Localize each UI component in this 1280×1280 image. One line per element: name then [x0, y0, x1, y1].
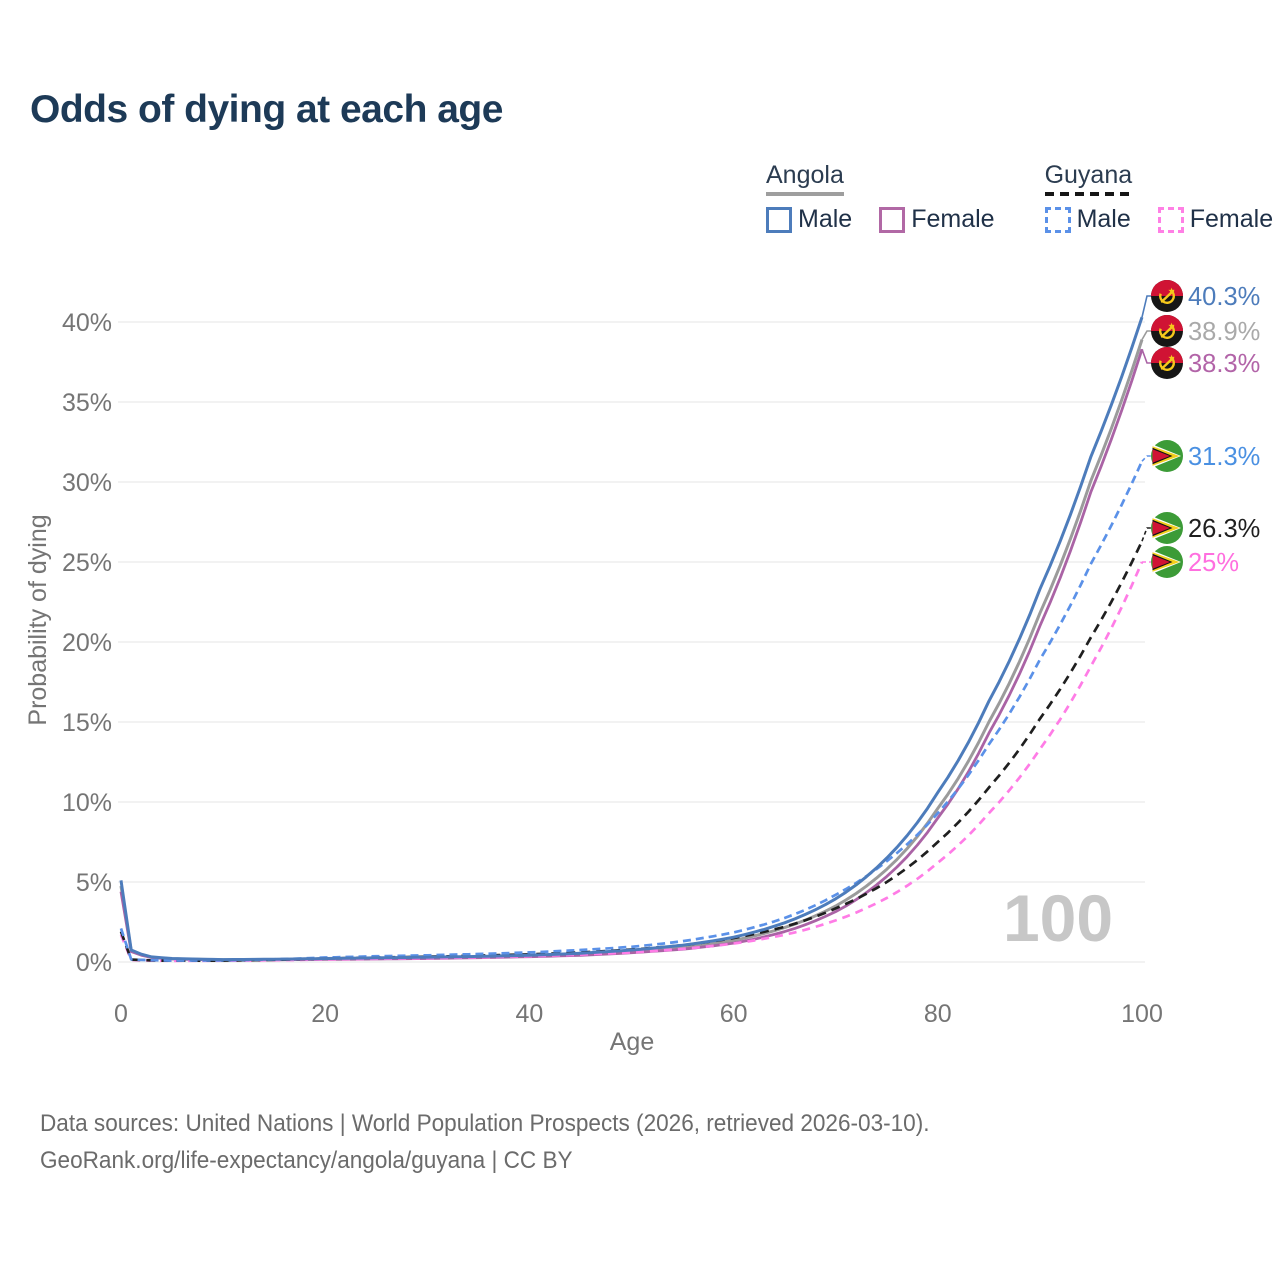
data-sources-line: Data sources: United Nations | World Pop…: [40, 1110, 930, 1137]
end-connector-angola-both: [1141, 330, 1151, 341]
end-connector-angola-female: [1141, 348, 1151, 364]
x-tick-40: 40: [515, 1000, 543, 1028]
legend-item-label: Female: [911, 205, 995, 233]
guyana-flag-icon: [1151, 512, 1183, 544]
legend-toggle-angola[interactable]: Angola: [766, 161, 844, 196]
end-connector-guyana-both: [1141, 527, 1151, 542]
legend-items-guyana: Male Female: [1044, 205, 1274, 234]
legend-item-angola-female[interactable]: Female: [879, 205, 995, 234]
series-line-angola-male: [119, 316, 1144, 962]
end-label-angola-female: 38.3%: [1188, 350, 1260, 378]
series-line-guyana-female: [119, 561, 1144, 963]
legend-group-guyana: Guyana Male Female: [1044, 161, 1274, 234]
angola-flag-icon: [1151, 315, 1183, 347]
legend-item-guyana-female[interactable]: Female: [1157, 205, 1274, 234]
end-label-guyana-both: 26.3%: [1188, 515, 1260, 543]
legend-country-label: Angola: [766, 161, 844, 189]
age-watermark: 100: [1003, 881, 1113, 955]
series-line-guyana-both: [119, 540, 1144, 963]
page-title: Odds of dying at each age: [30, 88, 503, 131]
angola-flag-icon: [1151, 280, 1183, 312]
end-connector-guyana-male: [1141, 455, 1151, 462]
legend: Angola Male Female Guyana Male: [766, 161, 1273, 234]
x-tick-80: 80: [924, 1000, 952, 1028]
y-tick-40: 40%: [62, 309, 112, 337]
angola-flag-icon: [1151, 347, 1183, 379]
end-label-angola-male: 40.3%: [1188, 283, 1260, 311]
x-tick-100: 100: [1121, 1000, 1163, 1028]
legend-toggle-guyana[interactable]: Guyana: [1044, 161, 1133, 196]
y-tick-20: 20%: [62, 629, 112, 657]
series-line-guyana-male: [119, 460, 1144, 962]
legend-item-angola-male[interactable]: Male: [766, 205, 852, 234]
legend-item-label: Male: [1076, 205, 1131, 233]
angola-male-swatch: [766, 206, 792, 233]
angola-female-swatch: [879, 206, 906, 233]
y-tick-25: 25%: [62, 549, 112, 577]
guyana-line-style-swatch: [1044, 192, 1133, 196]
y-tick-5: 5%: [76, 869, 112, 897]
end-label-guyana-female: 25%: [1188, 549, 1239, 577]
series-line-angola-both: [119, 339, 1144, 962]
y-tick-10: 10%: [62, 789, 112, 817]
legend-item-label: Male: [798, 205, 853, 233]
guyana-male-swatch: [1044, 206, 1071, 233]
legend-item-label: Female: [1189, 205, 1274, 233]
footer: Data sources: United Nations | World Pop…: [40, 1105, 930, 1179]
x-axis-title: Age: [610, 1028, 654, 1056]
x-tick-60: 60: [720, 1000, 748, 1028]
legend-group-angola: Angola Male Female: [766, 161, 995, 234]
angola-line-style-swatch: [766, 192, 844, 196]
guyana-flag-icon: [1151, 546, 1183, 578]
y-tick-0: 0%: [76, 949, 112, 977]
guyana-flag-icon: [1151, 440, 1183, 472]
legend-items-angola: Male Female: [766, 205, 995, 234]
y-tick-35: 35%: [62, 389, 112, 417]
series-line-angola-female: [119, 348, 1144, 962]
legend-country-label: Guyana: [1044, 161, 1133, 189]
y-tick-30: 30%: [62, 469, 112, 497]
legend-item-guyana-male[interactable]: Male: [1044, 205, 1131, 234]
attribution-line: GeoRank.org/life-expectancy/angola/guyan…: [40, 1147, 573, 1174]
end-connector-angola-male: [1141, 295, 1151, 318]
end-label-guyana-male: 31.3%: [1188, 443, 1260, 471]
end-label-angola-both: 38.9%: [1188, 318, 1260, 346]
guyana-female-swatch: [1157, 206, 1184, 233]
y-axis-title: Probability of dying: [24, 514, 52, 725]
x-tick-20: 20: [311, 1000, 339, 1028]
x-tick-0: 0: [114, 1000, 128, 1028]
y-tick-15: 15%: [62, 709, 112, 737]
